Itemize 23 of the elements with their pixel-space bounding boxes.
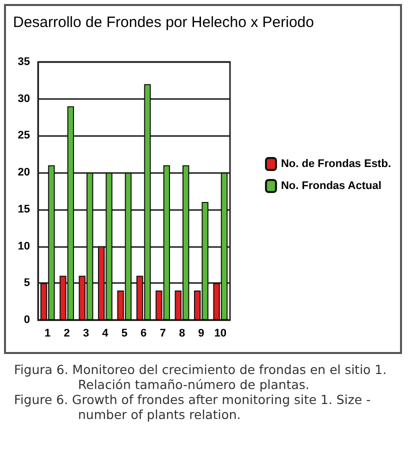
chart-title: Desarrollo de Frondes por Helecho x Periodo [13, 14, 314, 31]
x-tick-label: 5 [121, 328, 128, 340]
x-tick-label: 3 [82, 328, 90, 340]
y-tick-label: 10 [18, 240, 30, 252]
x-tick-label: 6 [140, 328, 147, 340]
legend-label: No. Frondas Actual [280, 180, 382, 192]
y-tick-label: 35 [18, 56, 30, 68]
text: Figura 6. Monitoreo del crecimiento de frondas en el sitio 1. Relación tamaño-número de plantas. [13, 362, 388, 392]
y-tick-label: 20 [18, 166, 30, 179]
y-tick-label: 30 [18, 92, 30, 105]
y-tick-label: 0 [24, 314, 30, 326]
x-tick-label: 7 [160, 328, 166, 340]
y-tick-label: 5 [24, 277, 30, 290]
x-tick-label: 1 [44, 328, 51, 340]
x-tick-label: 10 [214, 328, 227, 340]
x-tick-label: 8 [178, 328, 186, 340]
x-tick-label: 4 [102, 328, 110, 340]
y-tick-label: 15 [18, 203, 30, 216]
legend-label: No. de Frondas Estb. [280, 158, 392, 170]
caption: Figure 6. Growth of frondes after monitoring site 1. Size -number of plants relation. [13, 392, 372, 422]
x-tick-label: 9 [198, 328, 204, 340]
x-tick-label: 2 [64, 328, 70, 340]
y-tick-label: 25 [18, 130, 30, 142]
